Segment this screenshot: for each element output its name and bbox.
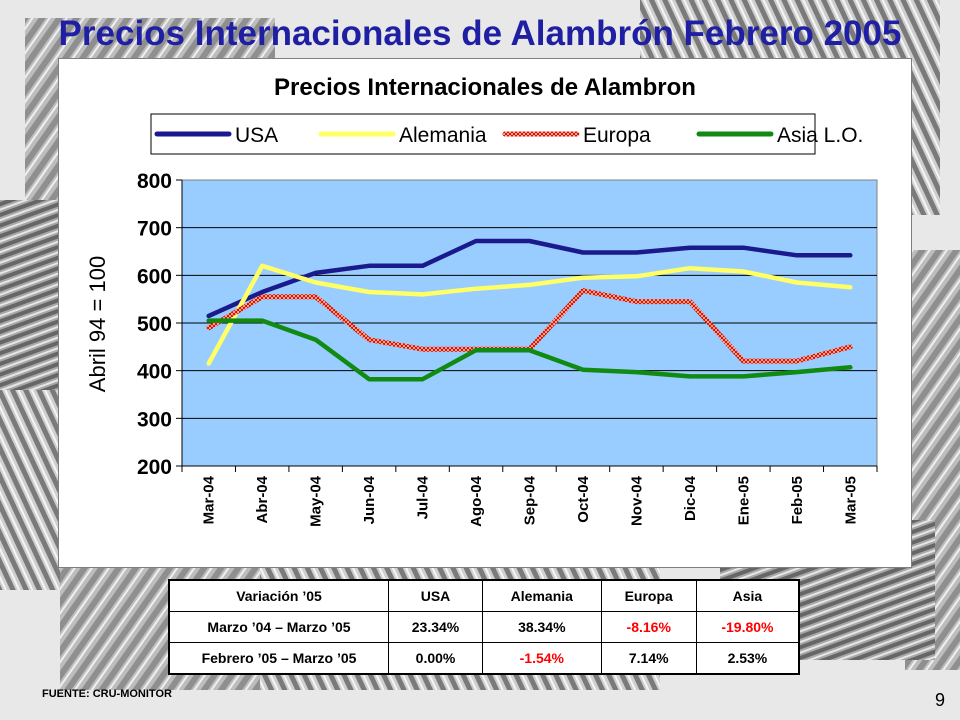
cell-asia: 2.53% xyxy=(695,642,800,675)
cell-alemania: 38.34% xyxy=(482,611,602,643)
x-tick-label: Ene-05 xyxy=(735,476,752,525)
header-asia: Asia xyxy=(695,579,800,612)
cell-europa: 7.14% xyxy=(600,642,697,675)
y-tick-label: 400 xyxy=(137,361,172,384)
cell-europa: -8.16% xyxy=(600,611,697,643)
cell-asia: -19.80% xyxy=(695,611,800,643)
y-tick-label: 600 xyxy=(137,265,172,288)
plot-area: 200 300 400 500 600 700 800 Mar-04 Abr-04 May-04 J… xyxy=(137,170,878,527)
header-europa: Europa xyxy=(600,579,697,612)
x-tick-label: Oct-04 xyxy=(575,475,592,522)
x-tick-label: Feb-05 xyxy=(789,476,806,524)
x-tick-label: Ago-04 xyxy=(468,475,485,526)
slide-title: Precios Internacionales de Alambrón Febr… xyxy=(58,14,902,53)
variation-table: Variación ’05 USA Alemania Europa Asia M… xyxy=(168,579,800,675)
table-header-row: Variación ’05 USA Alemania Europa Asia xyxy=(168,579,800,612)
x-tick-label: Dic-04 xyxy=(682,475,699,521)
cell-usa: 0.00% xyxy=(387,642,484,675)
x-tick-label: May-04 xyxy=(308,475,325,527)
x-tick-label: Abr-04 xyxy=(254,475,271,523)
x-tick-label: Jun-04 xyxy=(361,475,378,524)
table-row: Febrero ’05 – Marzo ’05 0.00% -1.54% 7.1… xyxy=(168,642,800,675)
header-alemania: Alemania xyxy=(482,579,602,612)
row-label: Marzo ’04 – Marzo ’05 xyxy=(168,611,389,643)
x-tick-label: Nov-04 xyxy=(628,475,645,526)
cell-usa: 23.34% xyxy=(387,611,484,643)
x-tick-label: Jul-04 xyxy=(415,475,432,519)
source-note: FUENTE: CRU-MONITOR xyxy=(42,688,172,700)
legend-label: Asia L.O. xyxy=(777,124,863,147)
line-chart: Precios Internacionales de Alambron USA A… xyxy=(85,74,878,527)
y-tick-label: 800 xyxy=(137,170,172,193)
header-usa: USA xyxy=(387,579,484,612)
page-number: 9 xyxy=(935,690,946,710)
y-tick-label: 300 xyxy=(137,408,172,431)
y-tick-label: 200 xyxy=(137,456,172,479)
series-line-alemania xyxy=(206,263,853,366)
chart-panel: Precios Internacionales de Alambron USA A… xyxy=(58,58,912,568)
y-tick-label: 700 xyxy=(137,218,172,241)
row-label: Febrero ’05 – Marzo ’05 xyxy=(168,642,389,675)
chart-title: Precios Internacionales de Alambron xyxy=(274,74,696,101)
x-tick-label: Mar-05 xyxy=(842,476,859,524)
chart-legend: USA Alemania Europa Asia L.O. xyxy=(150,113,863,155)
legend-label: USA xyxy=(235,124,278,147)
series-line-usa xyxy=(206,238,853,319)
legend-label: Europa xyxy=(583,124,651,147)
legend-label: Alemania xyxy=(399,124,487,147)
x-tick-label: Mar-04 xyxy=(201,475,218,524)
y-tick-label: 500 xyxy=(137,313,172,336)
table-row: Marzo ’04 – Marzo ’05 23.34% 38.34% -8.1… xyxy=(168,611,800,643)
x-tick-label: Sep-04 xyxy=(522,475,539,525)
header-variacion: Variación ’05 xyxy=(168,579,389,612)
cell-alemania: -1.54% xyxy=(482,642,602,675)
series-line-asia-l-o xyxy=(206,318,853,382)
y-axis-label: Abril 94 = 100 xyxy=(85,256,110,392)
